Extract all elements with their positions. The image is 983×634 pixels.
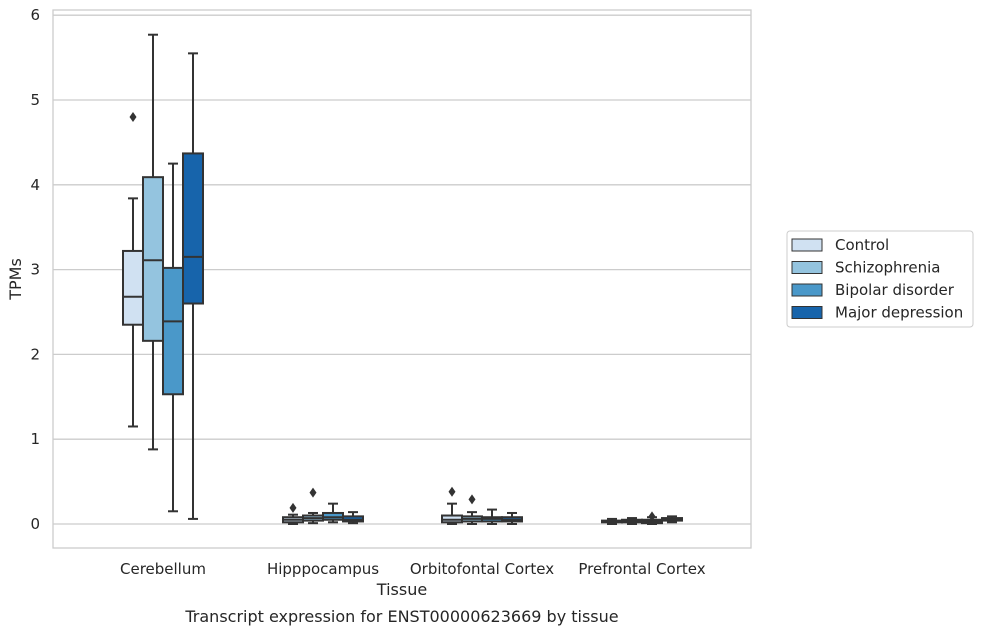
outlier-marker	[129, 111, 137, 122]
x-tick-label: Orbitofontal Cortex	[410, 560, 554, 578]
y-tick-label: 3	[30, 261, 40, 279]
y-tick-label: 2	[30, 345, 40, 363]
outlier-marker	[289, 502, 297, 513]
y-tick-label: 1	[30, 430, 40, 448]
x-tick-label: Prefrontal Cortex	[578, 560, 705, 578]
legend-label: Schizophrenia	[835, 259, 940, 277]
x-tick-labels: Cerebellum Hipppocampus Orbitofontal Corte…	[120, 560, 706, 578]
box-major-depression	[342, 511, 364, 525]
legend-swatch	[791, 261, 823, 274]
legend-swatch	[791, 283, 823, 297]
outlier-marker	[468, 494, 476, 505]
outlier-marker	[648, 511, 656, 522]
y-axis-label: TPMs	[6, 258, 25, 301]
box-major-depression	[501, 511, 523, 525]
box-schizophrenia	[302, 487, 324, 525]
legend-label: Bipolar disorder	[835, 281, 955, 299]
x-tick-label: Cerebellum	[120, 560, 206, 578]
box-iqr	[122, 249, 144, 326]
y-tick-label: 4	[30, 176, 40, 194]
legend-label: Control	[835, 236, 889, 254]
box-control	[122, 111, 144, 428]
chart-caption: Transcript expression for ENST0000062366…	[184, 607, 618, 626]
y-tick-label: 5	[30, 91, 40, 109]
y-tick-labels: 0 1 2 3 4 5 6	[30, 6, 40, 533]
box-iqr	[182, 152, 204, 305]
legend-frame	[786, 230, 974, 328]
box-bipolar-disorder	[322, 502, 344, 524]
box-control	[601, 517, 623, 525]
outlier-marker	[448, 486, 456, 497]
box-schizophrenia	[142, 33, 164, 451]
box-bipolar-disorder	[481, 508, 503, 525]
box-major-depression	[182, 52, 204, 520]
box-iqr	[162, 266, 184, 396]
legend-swatch	[791, 238, 823, 252]
box-iqr	[142, 176, 164, 342]
legend-swatch	[791, 306, 823, 319]
y-tick-label: 0	[30, 515, 40, 533]
x-tick-label: Hipppocampus	[267, 560, 379, 578]
box-bipolar-disorder	[162, 162, 184, 513]
y-tick-label: 6	[30, 6, 40, 24]
plot-frame	[52, 9, 752, 549]
legend: Control Schizophrenia Bipolar disorder Majo…	[786, 230, 974, 328]
box-schizophrenia	[621, 517, 643, 525]
box-major-depression	[661, 515, 683, 524]
outlier-marker	[309, 487, 317, 498]
x-axis-label: Tissue	[376, 580, 427, 599]
boxes	[122, 33, 683, 525]
legend-label: Major depression	[835, 304, 963, 322]
